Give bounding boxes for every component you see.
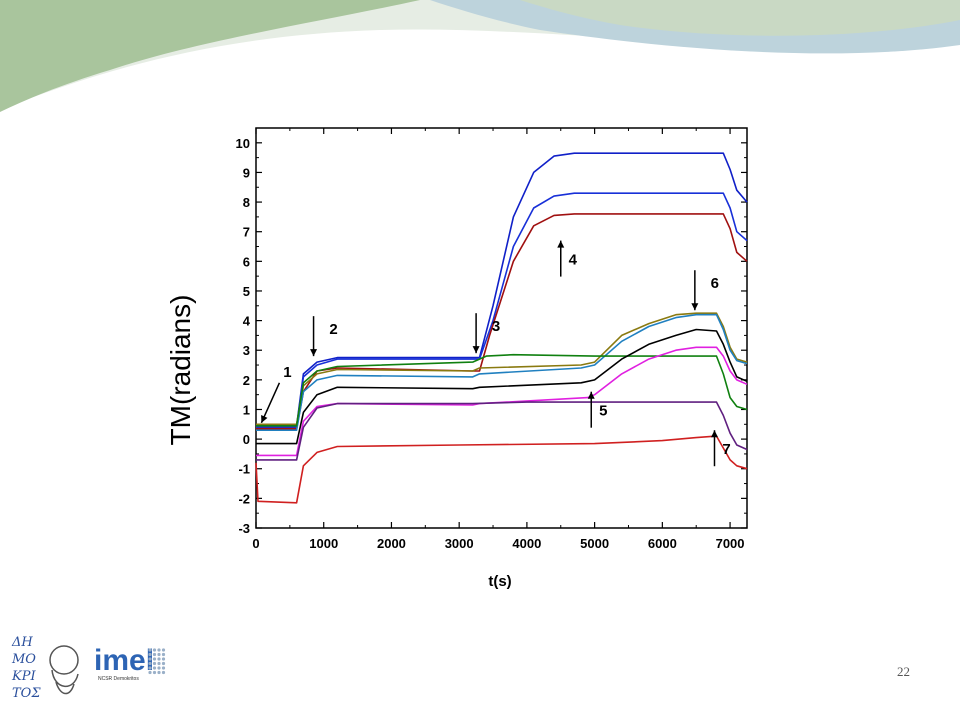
portrait-head-icon xyxy=(49,645,79,675)
annotation-arrowhead-5 xyxy=(587,391,595,399)
x-tick-label: 4000 xyxy=(512,536,541,551)
annotation-label-7: 7 xyxy=(722,441,730,458)
y-tick-label: 1 xyxy=(243,402,250,417)
y-tick-label: 8 xyxy=(243,195,250,210)
x-tick-label: 3000 xyxy=(445,536,474,551)
y-tick-label: 0 xyxy=(243,432,250,447)
dot xyxy=(161,648,166,652)
logo-glyph: ΚΡΙ xyxy=(11,669,36,684)
annotation-arrowhead-2 xyxy=(310,349,318,357)
democritus-logo: ΔΗ ΜΟ ΚΡΙ ΤΟΣ xyxy=(8,630,88,706)
x-axis-label: t(s) xyxy=(488,573,511,590)
series-line-8 xyxy=(256,346,748,457)
y-tick-label: 6 xyxy=(243,254,250,269)
logo-glyph: ΤΟΣ xyxy=(12,686,41,701)
dot xyxy=(148,661,152,666)
x-tick-label: 2000 xyxy=(377,536,406,551)
dot xyxy=(161,657,166,661)
annotations: 1 2 3 4 5 6 7 xyxy=(260,240,731,467)
x-tick-label: 1000 xyxy=(309,536,338,551)
series-line-3 xyxy=(256,213,748,430)
logo-glyph: ΔΗ xyxy=(11,635,33,650)
dot xyxy=(161,652,166,657)
dots-grid-icon xyxy=(148,648,166,675)
annotation-arrowhead-4 xyxy=(557,240,565,248)
annotation-arrowhead-1 xyxy=(261,414,268,423)
series-line-2 xyxy=(256,192,748,429)
y-tick-label: 2 xyxy=(243,373,250,388)
imel-logo-subtext: NCSR Demokritos xyxy=(98,676,139,682)
y-tick-label: -1 xyxy=(238,462,250,477)
annotation-label-4: 4 xyxy=(569,252,578,269)
annotation-arrow-1 xyxy=(260,382,281,424)
y-tick-label: 4 xyxy=(243,314,251,329)
banner-wave-green xyxy=(0,0,420,112)
dot xyxy=(148,670,152,675)
plot-frame xyxy=(255,127,748,529)
dot xyxy=(148,666,152,670)
y-axis-label: TM(radians) xyxy=(165,295,196,446)
annotation-label-6: 6 xyxy=(711,275,719,292)
series-lines xyxy=(255,152,748,504)
annotation-label-5: 5 xyxy=(599,403,607,420)
dot xyxy=(157,657,161,661)
annotation-label-1: 1 xyxy=(283,364,291,381)
dot xyxy=(157,648,161,652)
dot xyxy=(157,670,161,675)
dot xyxy=(152,648,157,652)
y-tick-label: 7 xyxy=(243,225,250,240)
portrait-beard-icon xyxy=(51,669,79,695)
series-line-9 xyxy=(256,401,748,461)
dot xyxy=(161,666,166,670)
dot xyxy=(157,666,161,670)
dot xyxy=(157,652,161,657)
plot-area-border xyxy=(255,127,748,529)
x-tick-label: 6000 xyxy=(648,536,677,551)
dot xyxy=(161,661,166,666)
dot xyxy=(152,666,157,670)
series-line-1 xyxy=(256,152,748,427)
y-tick-label: -3 xyxy=(238,521,250,536)
x-tick-label: 5000 xyxy=(580,536,609,551)
y-tick-label: -2 xyxy=(238,491,250,506)
dot xyxy=(152,661,157,666)
slide-header-banner xyxy=(0,0,960,112)
series-line-4 xyxy=(256,312,748,426)
dot xyxy=(152,670,157,675)
dot xyxy=(148,648,152,652)
dot xyxy=(152,657,157,661)
annotation-label-2: 2 xyxy=(329,321,337,338)
dot xyxy=(157,661,161,666)
series-line-6 xyxy=(256,353,748,427)
series-line-7 xyxy=(256,328,748,445)
dot xyxy=(148,657,152,661)
logo-glyphs: ΔΗ ΜΟ ΚΡΙ ΤΟΣ xyxy=(11,635,41,701)
x-tick-label: 7000 xyxy=(716,536,745,551)
annotation-arrowhead-7 xyxy=(710,430,718,438)
imel-logo: imel NCSR Demokritos xyxy=(94,644,166,682)
page-number: 22 xyxy=(897,664,910,679)
dot xyxy=(148,652,152,657)
dot xyxy=(161,670,166,675)
series-line-5 xyxy=(256,313,748,431)
x-tick-label: 0 xyxy=(252,536,259,551)
series-line-10 xyxy=(255,435,748,504)
annotation-arrowhead-6 xyxy=(691,303,699,311)
y-tick-label: 9 xyxy=(243,165,250,180)
logo-glyph: ΜΟ xyxy=(11,652,36,667)
y-tick-label: 10 xyxy=(236,136,250,151)
y-tick-label: 3 xyxy=(243,343,250,358)
axis-ticks: -3 -2 -1 0 1 2 3 4 5 6 7 8 9 10 0 1000 2000 3000 4000 5000 6… xyxy=(236,127,747,551)
chart: -3 -2 -1 0 1 2 3 4 5 6 7 8 9 10 0 1000 2000 3000 4000 5000 6… xyxy=(165,127,748,590)
annotation-label-3: 3 xyxy=(492,318,500,335)
y-tick-label: 5 xyxy=(243,284,250,299)
dot xyxy=(152,652,157,657)
imel-logo-text: imel xyxy=(94,644,154,677)
annotation-arrowhead-3 xyxy=(472,346,480,354)
banner-wave-sage xyxy=(520,0,960,36)
